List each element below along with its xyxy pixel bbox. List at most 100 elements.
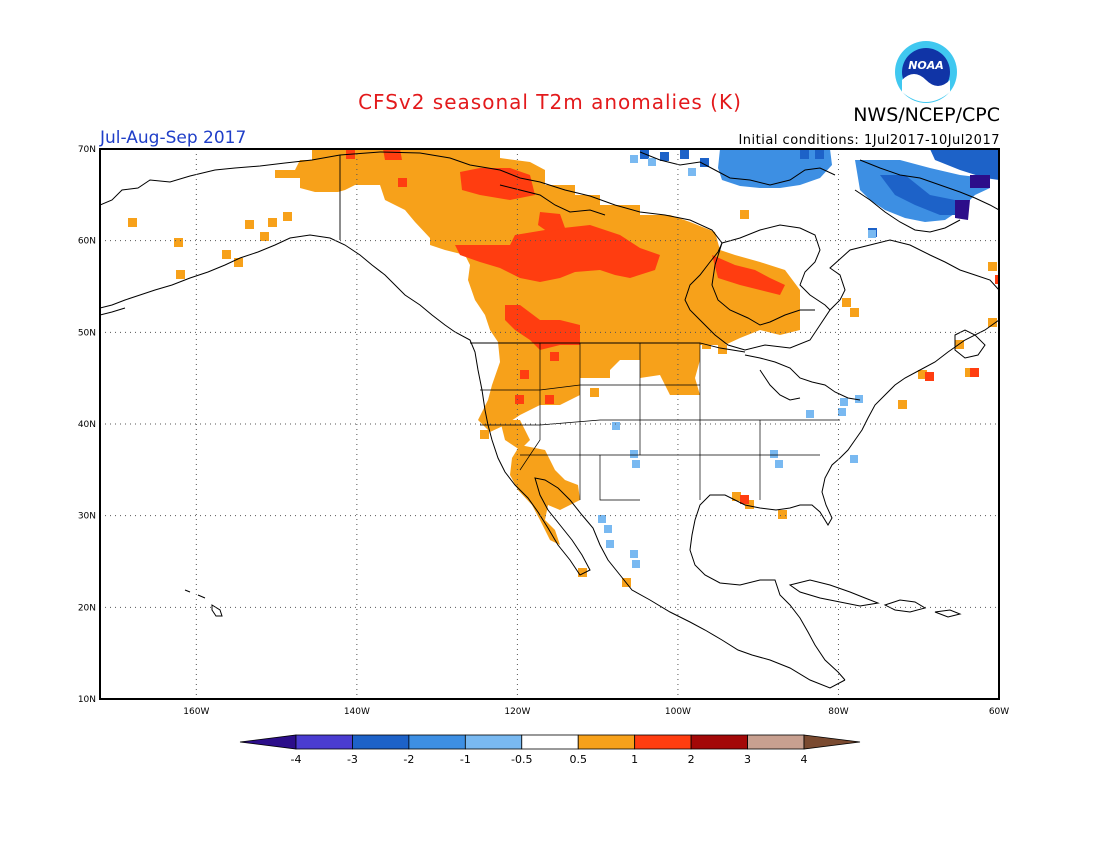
colorbar-label: -1 bbox=[460, 753, 471, 766]
lon-label: 140W bbox=[344, 707, 370, 717]
colorbar-segment bbox=[408, 734, 466, 750]
anomaly-cell bbox=[604, 525, 612, 533]
colorbar: -4 -3 -2 -1 -0.5 0.5 1 2 3 4 bbox=[239, 734, 861, 766]
anomaly-cell bbox=[868, 230, 876, 238]
anomaly-cell bbox=[850, 455, 858, 463]
map-title: CFSv2 seasonal T2m anomalies (K) bbox=[358, 90, 742, 114]
initial-conditions: Initial conditions: 1Jul2017-10Jul2017 bbox=[738, 133, 1000, 148]
anomaly-cell bbox=[775, 460, 783, 468]
anomaly-cell bbox=[850, 308, 859, 317]
anomaly-cell bbox=[480, 430, 489, 439]
anomaly-cell bbox=[688, 168, 696, 176]
colorbar-segment bbox=[690, 734, 748, 750]
hot-region-bc bbox=[505, 305, 580, 350]
warm-region-southwest bbox=[510, 445, 580, 545]
anomaly-cell bbox=[606, 540, 614, 548]
anomaly-cell bbox=[740, 210, 749, 219]
colorbar-segment bbox=[295, 734, 353, 750]
colorbar-label: 4 bbox=[801, 753, 808, 766]
lat-label: 70N bbox=[78, 145, 96, 155]
anomaly-cell bbox=[778, 510, 787, 519]
anomaly-cell bbox=[718, 345, 727, 354]
colorbar-min-arrow bbox=[239, 734, 297, 750]
lat-label: 60N bbox=[78, 237, 96, 247]
colorbar-label: 3 bbox=[744, 753, 751, 766]
lat-label: 30N bbox=[78, 512, 96, 522]
forecast-period: Jul-Aug-Sep 2017 bbox=[100, 128, 247, 148]
anomaly-cell bbox=[680, 150, 689, 159]
warm-region-north bbox=[275, 149, 800, 432]
lat-label: 40N bbox=[78, 420, 96, 430]
anomaly-cell bbox=[632, 460, 640, 468]
anomaly-cell bbox=[800, 150, 809, 159]
anomaly-cell bbox=[955, 340, 964, 349]
hot-region-top bbox=[383, 149, 402, 160]
longitude-labels: 160W 140W 120W 100W 80W 60W bbox=[183, 707, 1009, 717]
anomaly-cell bbox=[838, 408, 846, 416]
anomaly-cell bbox=[745, 500, 754, 509]
lon-label: 60W bbox=[989, 707, 1009, 717]
anomaly-cell bbox=[222, 250, 231, 259]
lon-label: 100W bbox=[665, 707, 691, 717]
anomaly-cell bbox=[598, 515, 606, 523]
colorbar-label: 2 bbox=[688, 753, 695, 766]
colorbar-label: -3 bbox=[347, 753, 358, 766]
anomaly-cell bbox=[268, 218, 277, 227]
anomaly-cell bbox=[515, 395, 524, 404]
anomaly-cell bbox=[842, 298, 851, 307]
anomaly-cell bbox=[612, 422, 620, 430]
lon-label: 80W bbox=[828, 707, 848, 717]
colorbar-segment bbox=[634, 734, 692, 750]
anomaly-cell bbox=[918, 370, 927, 379]
anomaly-cell bbox=[520, 370, 529, 379]
anomaly-cell bbox=[260, 232, 269, 241]
anomaly-cell bbox=[898, 400, 907, 409]
anomaly-cell bbox=[128, 218, 137, 227]
colorbar-segment bbox=[521, 734, 579, 750]
anomaly-cell bbox=[550, 352, 559, 361]
noaa-logo: NOAA bbox=[895, 41, 957, 103]
anomaly-cell bbox=[648, 158, 656, 166]
hot-region-hudson bbox=[712, 255, 785, 295]
coastlines-and-borders bbox=[100, 151, 999, 689]
colorbar-segment bbox=[464, 734, 523, 750]
cool-region-coldest bbox=[955, 200, 970, 220]
colorbar-label: -4 bbox=[291, 753, 302, 766]
anomaly-cell bbox=[732, 492, 741, 501]
anomaly-cell bbox=[578, 568, 587, 577]
cool-region-northeast bbox=[930, 149, 999, 180]
noaa-logo-text: NOAA bbox=[908, 59, 944, 72]
warm-region-west bbox=[500, 420, 530, 450]
anomaly-cell bbox=[988, 318, 997, 327]
anomaly-cell bbox=[630, 155, 638, 163]
cool-region-deep bbox=[880, 175, 960, 215]
anomaly-cell bbox=[988, 262, 997, 271]
colorbar-label: -0.5 bbox=[511, 753, 532, 766]
anomaly-cell bbox=[545, 395, 554, 404]
colorbar-label: 0.5 bbox=[569, 753, 587, 766]
anomaly-cell bbox=[398, 178, 407, 187]
anomaly-cell bbox=[855, 395, 863, 403]
anomaly-shading bbox=[128, 149, 999, 587]
anomaly-cell bbox=[700, 158, 709, 167]
colorbar-label: 1 bbox=[631, 753, 638, 766]
anomaly-cell bbox=[806, 410, 814, 418]
anomaly-cell bbox=[740, 495, 749, 504]
anomaly-cell bbox=[815, 150, 824, 159]
lon-label: 160W bbox=[183, 707, 209, 717]
colorbar-segment bbox=[577, 734, 636, 750]
lat-label: 20N bbox=[78, 603, 96, 613]
agency-label: NWS/NCEP/CPC bbox=[853, 104, 1000, 126]
latitude-labels: 70N 60N 50N 40N 30N 20N 10N bbox=[78, 145, 96, 705]
lat-label: 50N bbox=[78, 328, 96, 338]
lat-label: 10N bbox=[78, 695, 96, 705]
anomaly-cell bbox=[840, 398, 848, 406]
anomaly-cell bbox=[995, 275, 999, 284]
map-frame bbox=[99, 148, 1000, 700]
anomaly-cell bbox=[174, 238, 183, 247]
anomaly-cell bbox=[925, 372, 934, 381]
anomaly-cell bbox=[970, 368, 979, 377]
anomaly-cell bbox=[234, 258, 243, 267]
lon-label: 120W bbox=[504, 707, 530, 717]
